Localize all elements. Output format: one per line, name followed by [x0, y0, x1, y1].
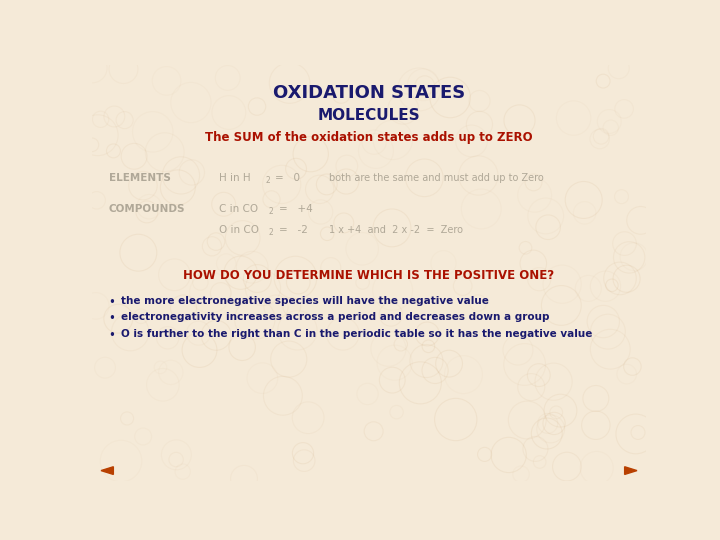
Text: 2: 2 [269, 207, 274, 217]
Polygon shape [625, 467, 637, 475]
Text: electronegativity increases across a period and decreases down a group: electronegativity increases across a per… [121, 312, 549, 322]
Text: 2: 2 [269, 228, 274, 237]
Text: H in H: H in H [219, 173, 251, 183]
Text: COMPOUNDS: COMPOUNDS [109, 204, 185, 214]
Text: MOLECULES: MOLECULES [318, 109, 420, 124]
Text: O is further to the right than C in the periodic table so it has the negative va: O is further to the right than C in the … [121, 329, 593, 339]
Text: OXIDATION STATES: OXIDATION STATES [273, 84, 465, 102]
Text: •: • [109, 295, 116, 308]
Text: •: • [109, 329, 116, 342]
Text: ELEMENTS: ELEMENTS [109, 173, 171, 183]
Polygon shape [101, 467, 113, 475]
Text: •: • [109, 312, 116, 325]
Text: =   +4: = +4 [279, 204, 312, 214]
Text: C in CO: C in CO [219, 204, 258, 214]
Text: 1 x +4  and  2 x -2  =  Zero: 1 x +4 and 2 x -2 = Zero [329, 225, 463, 235]
Text: =   -2: = -2 [279, 225, 307, 235]
Text: O in CO: O in CO [219, 225, 259, 235]
Text: The SUM of the oxidation states adds up to ZERO: The SUM of the oxidation states adds up … [205, 131, 533, 144]
Text: 2: 2 [265, 176, 270, 185]
Text: =   0: = 0 [275, 173, 300, 183]
Text: HOW DO YOU DETERMINE WHICH IS THE POSITIVE ONE?: HOW DO YOU DETERMINE WHICH IS THE POSITI… [184, 268, 554, 281]
Text: both are the same and must add up to Zero: both are the same and must add up to Zer… [329, 173, 544, 183]
Text: the more electronegative species will have the negative value: the more electronegative species will ha… [121, 295, 489, 306]
